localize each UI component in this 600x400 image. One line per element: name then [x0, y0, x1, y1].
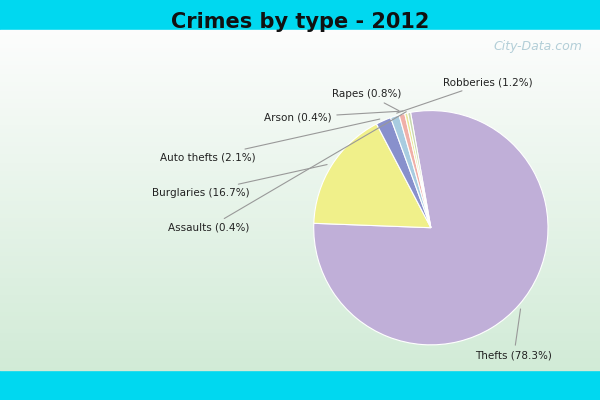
Text: Robberies (1.2%): Robberies (1.2%) [397, 77, 532, 113]
Wedge shape [405, 113, 431, 228]
Text: Rapes (0.8%): Rapes (0.8%) [332, 89, 401, 111]
Wedge shape [407, 112, 431, 228]
Wedge shape [314, 110, 548, 345]
Wedge shape [376, 118, 431, 228]
Wedge shape [314, 124, 431, 228]
Wedge shape [391, 115, 431, 228]
Wedge shape [399, 114, 431, 228]
Text: Assaults (0.4%): Assaults (0.4%) [168, 112, 406, 233]
Text: Auto thefts (2.1%): Auto thefts (2.1%) [160, 119, 380, 162]
Text: Burglaries (16.7%): Burglaries (16.7%) [152, 164, 327, 198]
Text: Crimes by type - 2012: Crimes by type - 2012 [171, 12, 429, 32]
Text: Arson (0.4%): Arson (0.4%) [263, 111, 403, 122]
Text: City-Data.com: City-Data.com [493, 40, 582, 53]
Text: Thefts (78.3%): Thefts (78.3%) [475, 309, 552, 361]
